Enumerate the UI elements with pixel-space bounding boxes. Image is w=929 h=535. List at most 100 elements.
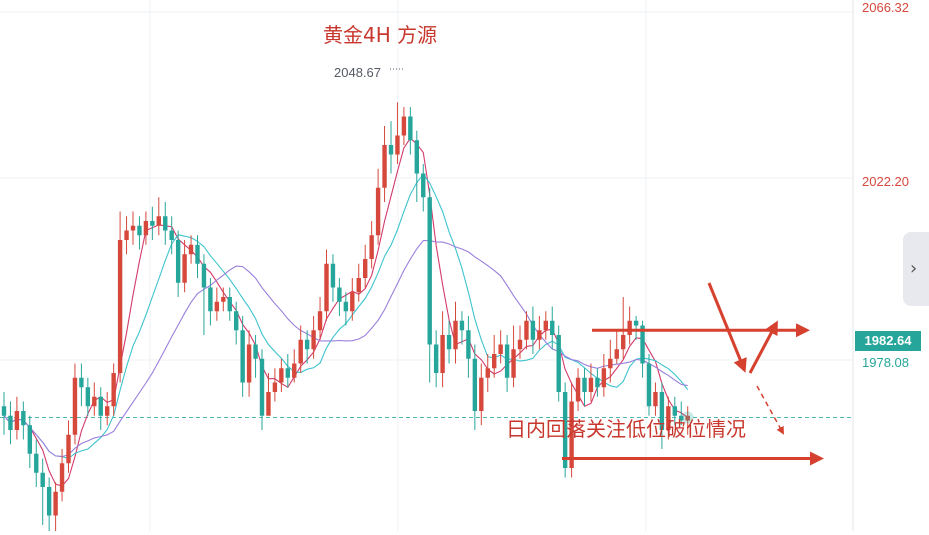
candle-body <box>143 221 149 236</box>
rebound-arrow <box>748 320 778 374</box>
candle-body <box>446 335 452 350</box>
candle-body <box>614 349 619 359</box>
candle-body <box>285 368 290 378</box>
last-price-glow <box>681 411 694 424</box>
candle-body <box>182 254 187 283</box>
candle-body <box>292 363 297 378</box>
candle-body <box>395 135 400 155</box>
candle-body <box>388 145 394 155</box>
chevron-right-icon: › <box>910 258 918 279</box>
candle-body <box>608 358 613 369</box>
candle-body <box>253 344 258 359</box>
candle-body <box>208 287 213 312</box>
breakdown-dashed-arrow <box>756 385 784 435</box>
candle-body <box>337 287 342 302</box>
candle-body <box>543 320 548 331</box>
candle-body <box>111 373 116 407</box>
candle-body <box>311 330 316 350</box>
candle-body <box>330 263 336 288</box>
candle-body <box>601 368 607 388</box>
candle-body <box>343 301 349 312</box>
candle-body <box>350 292 355 312</box>
candle-body <box>679 415 684 421</box>
candle-body <box>511 349 516 378</box>
candle-body <box>72 377 78 435</box>
candle-body <box>150 221 155 226</box>
candle-body <box>85 387 91 407</box>
candle-body <box>640 325 645 364</box>
candle-body <box>550 320 555 335</box>
candle-body <box>485 368 490 378</box>
candle-body <box>79 377 84 388</box>
candle-body <box>317 311 323 331</box>
candle-body <box>537 330 542 340</box>
candle-body <box>234 311 239 331</box>
candle-body <box>46 487 52 516</box>
peak-price-label: 2048.67 <box>334 65 381 80</box>
candle-body <box>459 320 465 331</box>
candle-body <box>427 197 432 345</box>
candle-body <box>685 415 690 421</box>
candle-body <box>440 335 445 373</box>
candle-body <box>195 244 200 264</box>
candle-body <box>27 425 32 454</box>
candle-body <box>433 344 439 373</box>
candle-body <box>324 263 329 312</box>
candle-body <box>188 244 194 255</box>
candle-body <box>498 344 503 354</box>
candle-body <box>298 339 303 364</box>
grid <box>0 0 854 531</box>
candle-body <box>408 116 413 141</box>
candle-body <box>666 406 671 430</box>
candle-body <box>369 235 374 259</box>
current-price-badge: 1982.64 <box>855 331 921 351</box>
candle-body <box>221 297 226 302</box>
candle-body <box>169 230 174 240</box>
candle-body <box>201 263 207 288</box>
candle-body <box>14 411 20 430</box>
candle-body <box>105 406 110 416</box>
candle-body <box>672 406 677 416</box>
candle-body <box>240 330 245 383</box>
candle-body <box>8 415 13 430</box>
expand-panel-tab[interactable]: › <box>903 232 929 306</box>
candle-body <box>375 187 381 236</box>
candle-body <box>21 411 26 426</box>
candle-body <box>562 392 568 468</box>
candle-body <box>92 396 97 407</box>
candle-body <box>653 392 658 407</box>
candle-body <box>356 278 361 293</box>
candle-body <box>1 406 7 416</box>
candles <box>1 102 690 535</box>
candle-body <box>227 297 232 312</box>
candle-body <box>569 401 574 468</box>
candle-body <box>633 320 639 326</box>
candle-body <box>156 216 161 226</box>
candle-body <box>130 225 136 231</box>
candle-body <box>266 392 271 416</box>
candle-body <box>530 320 536 340</box>
trend-drawings <box>390 68 824 466</box>
candle-body <box>59 463 65 492</box>
candle-body <box>382 145 387 188</box>
candle-body <box>646 363 652 407</box>
candle-body <box>117 240 123 373</box>
candle-body <box>34 453 39 473</box>
candle-body <box>595 377 600 388</box>
chart-title: 黄金4H 方源 <box>323 23 438 47</box>
candle-body <box>479 377 484 411</box>
candle-body <box>472 358 478 411</box>
candle-body <box>588 377 594 392</box>
candle-body <box>659 392 665 430</box>
candle-body <box>524 320 529 340</box>
candle-body <box>621 335 626 350</box>
chart-annotation: 日内回落关注低位破位情况 <box>506 417 746 441</box>
candle-body <box>492 354 497 369</box>
candle-body <box>279 368 284 383</box>
candle-body <box>421 173 426 198</box>
candle-body <box>163 216 168 231</box>
ma-slow-line <box>3 239 688 458</box>
candle-body <box>401 116 407 136</box>
